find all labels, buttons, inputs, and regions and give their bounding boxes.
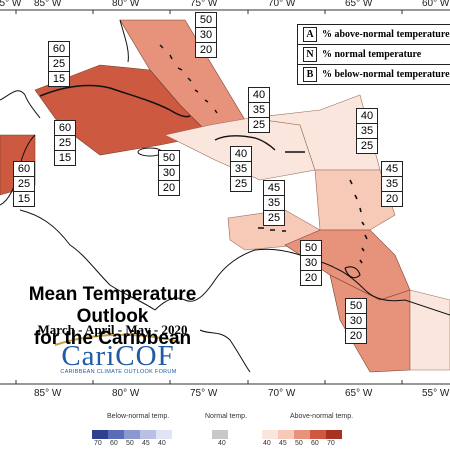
longitude-labels-bottom: 85° W 80° W 75° W 70° W 65° W 55° W: [34, 388, 450, 399]
legend-key: B: [303, 67, 317, 82]
scale-tick: 50: [126, 440, 134, 447]
scale-tick: 60: [110, 440, 118, 447]
lon-label: 70° W: [268, 0, 296, 9]
lon-label: 85° W: [34, 388, 62, 399]
prob-box-bahamas: 50 30 20: [195, 12, 217, 58]
scale-tick: 50: [295, 440, 303, 447]
legend-key: N: [303, 47, 317, 62]
lon-label: 75° W: [190, 388, 218, 399]
lon-label: 60° W: [422, 0, 450, 9]
legend-row-above: A % above-normal temperature: [298, 25, 450, 44]
scale-tick: 70: [327, 440, 335, 447]
scale-below-label: Below-normal temp.: [107, 413, 170, 420]
lon-label: 75° W: [190, 0, 218, 9]
prob-box-windwards: 50 30 20: [300, 240, 322, 286]
longitude-labels-top: 85° W 85° W 80° W 75° W 70° W 65° W 60° …: [0, 0, 450, 9]
lon-label: 80° W: [112, 388, 140, 399]
longitude-ticks-bottom: [15, 380, 403, 384]
title-line-1: Mean Temperature Outlook: [28, 284, 197, 327]
prob-box-abc-islands: 45 35 25: [263, 180, 285, 226]
prob-box-jamaica: 50 30 20: [158, 150, 180, 196]
lon-label: 55° W: [422, 388, 450, 399]
prob-box-hispaniola: 40 35 25: [248, 87, 270, 133]
title-line-2: for the Caribbean: [33, 328, 192, 349]
lon-label: 65° W: [345, 0, 373, 9]
scale-tick: 40: [218, 440, 226, 447]
scale-tick: 40: [263, 440, 271, 447]
logo-arc: [54, 333, 181, 346]
scale-tick: 40: [158, 440, 166, 447]
scale-tick: 45: [142, 440, 150, 447]
region-guianas-east: [409, 289, 450, 371]
caricof-logo: CariCOF: [61, 340, 175, 372]
prob-box-guianas: 50 30 20: [345, 298, 367, 344]
longitude-ticks-top: [15, 10, 403, 14]
prob-box-cuba: 60 25 15: [48, 41, 70, 87]
prob-box-north-atlantic: 40 35 25: [356, 108, 378, 154]
lon-label: 70° W: [268, 388, 296, 399]
legend-text: % above-normal temperature: [322, 29, 450, 40]
legend-row-normal: N % normal temperature: [298, 44, 450, 64]
lon-label: 65° W: [345, 388, 373, 399]
legend-key: A: [303, 27, 317, 42]
lon-label: 80° W: [112, 0, 140, 9]
prob-box-cayman: 60 25 15: [54, 120, 76, 166]
prob-box-hispaniola-south: 40 35 25: [230, 146, 252, 192]
season-subtitle: March - April - May - 2020: [37, 322, 188, 337]
scale-tick: 70: [94, 440, 102, 447]
region-leewards: [314, 169, 396, 231]
lon-label: 85° W: [0, 0, 22, 9]
legend-text: % normal temperature: [322, 49, 422, 60]
legend-box: A % above-normal temperature N % normal …: [297, 24, 450, 85]
prob-box-belize: 60 25 15: [13, 161, 35, 207]
caricof-logo-subtitle: CARIBBEAN CLIMATE OUTLOOK FORUM: [60, 369, 177, 375]
scale-tick: 45: [279, 440, 287, 447]
legend-row-below: B % below-normal temperature: [298, 64, 450, 84]
map-title: Mean Temperature Outlook for the Caribbe…: [0, 284, 225, 350]
prob-box-leewards: 45 35 20: [381, 161, 403, 207]
scale-above-label: Above-normal temp.: [290, 413, 354, 420]
outlook-regions: [0, 19, 450, 373]
coastlines: [0, 19, 450, 373]
scale-normal-label: Normal temp.: [205, 413, 248, 420]
legend-text: % below-normal temperature: [322, 69, 450, 80]
scale-tick: 60: [311, 440, 319, 447]
lon-label: 85° W: [34, 0, 62, 9]
